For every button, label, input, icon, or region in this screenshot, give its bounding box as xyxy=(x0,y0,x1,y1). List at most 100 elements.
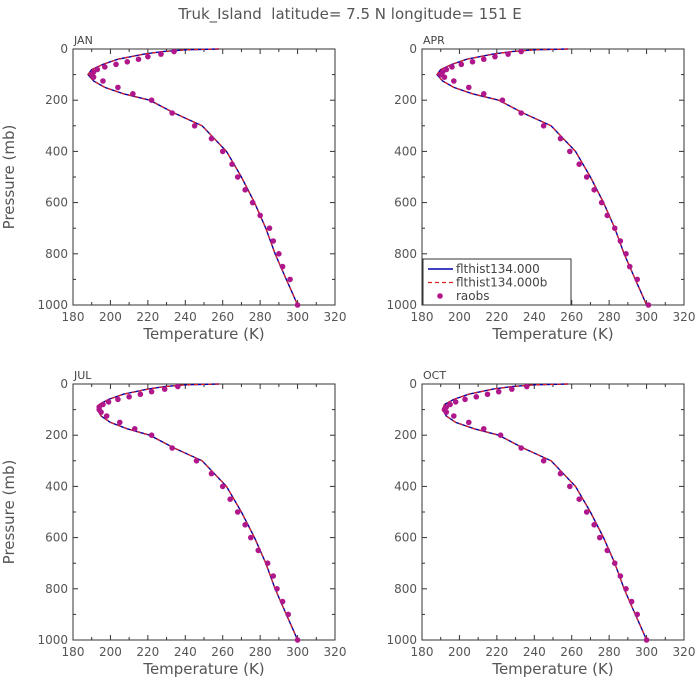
raobs-point xyxy=(171,48,177,55)
raobs-point xyxy=(480,91,487,97)
raobs-point xyxy=(518,445,524,451)
x-tick-label: 240 xyxy=(523,310,546,324)
raobs-point xyxy=(208,470,215,477)
series-line-flthist134-000b xyxy=(436,48,648,306)
raobs-point xyxy=(169,110,175,116)
raobs-point xyxy=(148,388,155,395)
raobs-point xyxy=(591,522,597,528)
raobs-point xyxy=(175,383,181,390)
raobs-point xyxy=(113,61,119,68)
y-tick-label: 400 xyxy=(394,144,417,158)
raobs-point xyxy=(169,445,175,451)
legend-entry: raobs xyxy=(456,289,490,303)
raobs-point xyxy=(598,199,605,206)
x-tick-label: 300 xyxy=(635,645,658,659)
raobs-point xyxy=(596,534,603,541)
x-tick-label: 220 xyxy=(136,310,159,324)
plot-frame xyxy=(421,383,685,641)
raobs-point xyxy=(285,611,292,618)
x-tick-label: 280 xyxy=(598,310,621,324)
raobs-point xyxy=(441,74,448,80)
raobs-point xyxy=(484,391,491,398)
raobs-point xyxy=(90,74,97,80)
raobs-point xyxy=(242,187,248,193)
raobs-point xyxy=(148,97,155,103)
raobs-point xyxy=(264,560,271,566)
x-tick-label: 320 xyxy=(673,645,696,659)
raobs-point xyxy=(294,637,301,643)
x-tick-label: 320 xyxy=(324,645,347,659)
x-axis-label: Temperature (K) xyxy=(491,660,613,678)
series-line-flthist134-000 xyxy=(96,383,299,641)
y-tick-label: 0 xyxy=(409,42,417,56)
raobs-point xyxy=(465,84,472,91)
raobs-point xyxy=(604,212,611,219)
x-tick-label: 220 xyxy=(485,645,508,659)
raobs-point xyxy=(617,573,624,579)
y-tick-label: 400 xyxy=(45,479,68,493)
raobs-point xyxy=(98,409,104,415)
raobs-point xyxy=(294,302,301,308)
raobs-point xyxy=(451,78,457,84)
x-tick-label: 260 xyxy=(560,310,583,324)
raobs-point xyxy=(611,225,618,231)
figure-title: Truk_Island latitude= 7.5 N longitude= 1… xyxy=(177,5,521,24)
raobs-point xyxy=(266,225,273,231)
raobs-point xyxy=(645,302,652,308)
raobs-point xyxy=(617,238,624,244)
raobs-point xyxy=(458,61,465,68)
y-tick-label: 200 xyxy=(45,93,68,107)
raobs-point xyxy=(576,496,582,503)
raobs-point xyxy=(604,547,611,554)
legend-entry: flthist134.000 xyxy=(456,262,540,276)
legend-entry: flthist134.000b xyxy=(456,276,547,290)
raobs-point xyxy=(274,586,280,592)
x-tick-label: 300 xyxy=(635,310,658,324)
raobs-point xyxy=(540,458,547,464)
raobs-point xyxy=(495,388,502,395)
x-tick-label: 260 xyxy=(560,645,583,659)
raobs-point xyxy=(497,432,504,439)
x-tick-label: 260 xyxy=(211,645,234,659)
raobs-point xyxy=(505,51,511,57)
raobs-point xyxy=(158,51,164,57)
panel-apr: APR 180 200 220 240 260 280 300 320 0 200 400 600 800… xyxy=(386,34,695,343)
raobs-point xyxy=(102,64,108,70)
y-tick-label: 800 xyxy=(394,582,417,596)
x-tick-label: 300 xyxy=(286,645,309,659)
raobs-point xyxy=(469,59,476,65)
raobs-point xyxy=(634,276,641,283)
raobs-point xyxy=(462,396,468,403)
raobs-point xyxy=(540,123,547,129)
x-tick-label: 200 xyxy=(99,310,122,324)
y-tick-label: 200 xyxy=(45,428,68,442)
panel-label: OCT xyxy=(423,369,446,382)
raobs-point xyxy=(270,573,277,579)
y-tick-label: 1000 xyxy=(37,633,68,647)
raobs-point xyxy=(567,483,573,490)
raobs-point xyxy=(126,394,132,400)
raobs-point xyxy=(628,598,635,605)
raobs-point xyxy=(148,432,155,439)
panel-oct: OCT 180 200 220 240 260 280 300 320 0 200 400 600 800… xyxy=(386,369,695,678)
raobs-point xyxy=(255,547,262,554)
y-tick-label: 0 xyxy=(60,42,68,56)
x-tick-label: 180 xyxy=(411,645,434,659)
y-tick-label: 800 xyxy=(45,247,68,261)
x-axis-label: Temperature (K) xyxy=(491,325,613,343)
raobs-point xyxy=(480,56,487,63)
raobs-point xyxy=(509,386,515,392)
raobs-point xyxy=(480,426,487,432)
raobs-point xyxy=(219,148,226,155)
raobs-point xyxy=(234,174,241,180)
raobs-point xyxy=(247,534,254,541)
legend-swatch-point xyxy=(437,293,443,299)
y-tick-label: 1000 xyxy=(37,298,68,312)
x-tick-label: 220 xyxy=(136,645,159,659)
series-line-flthist134-000b xyxy=(96,383,299,641)
plot-frame xyxy=(72,48,336,306)
raobs-point xyxy=(634,611,641,618)
raobs-point xyxy=(208,135,215,142)
raobs-point xyxy=(452,399,459,405)
panel-jul: JUL 180 200 220 240 260 280 300 320 0 200 400 600 800… xyxy=(0,369,346,678)
